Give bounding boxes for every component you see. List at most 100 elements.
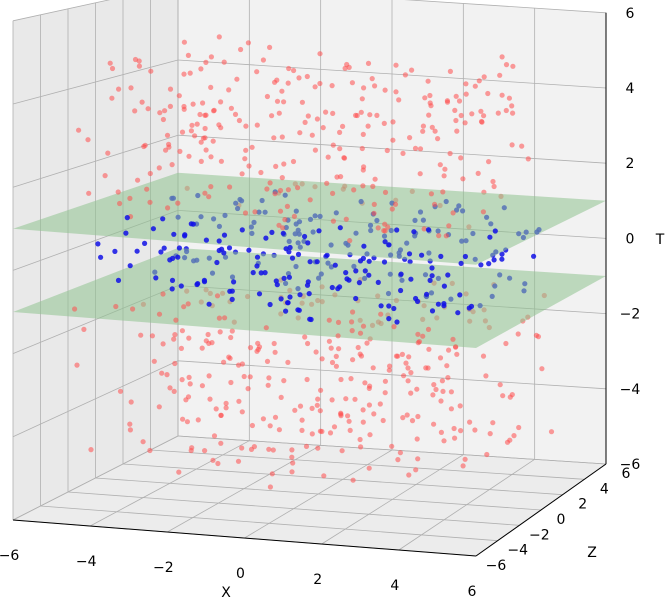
scatter-point: [116, 86, 122, 92]
scatter-point: [406, 354, 412, 360]
scatter-point: [295, 307, 301, 313]
scatter-point: [399, 351, 405, 357]
scatter-point: [169, 286, 175, 292]
scatter-point: [223, 400, 229, 406]
scatter-point: [478, 262, 484, 268]
scatter-point: [319, 428, 325, 435]
scatter-point: [176, 93, 182, 99]
scatter-point: [158, 249, 164, 255]
scatter-point: [462, 253, 468, 260]
scatter-point: [370, 365, 376, 371]
scatter-point: [386, 316, 392, 322]
scatter-point: [252, 209, 258, 215]
scatter-point: [295, 185, 301, 191]
scatter-point: [282, 217, 288, 223]
scatter-point: [382, 189, 389, 195]
scatter-point: [235, 458, 242, 464]
scatter-point: [407, 259, 413, 265]
scatter-point: [218, 440, 224, 446]
scatter-point: [95, 241, 101, 247]
scatter-point: [427, 277, 433, 283]
scatter-point: [151, 358, 157, 364]
scatter-point: [299, 427, 305, 433]
scatter-point: [386, 367, 392, 373]
scatter-point: [167, 385, 173, 391]
scatter-point: [361, 243, 367, 249]
scatter-point: [382, 390, 388, 396]
scatter-point: [316, 228, 322, 234]
scatter-point: [277, 208, 284, 214]
x-tick-label: −2: [153, 560, 174, 576]
scatter-point: [405, 365, 411, 371]
scatter-point: [195, 281, 201, 287]
scatter-point: [312, 147, 318, 153]
scatter-point: [417, 171, 423, 177]
scatter-point: [178, 283, 184, 289]
y-tick-label: −6: [486, 558, 507, 574]
scatter-point: [226, 87, 232, 93]
scatter-point: [166, 141, 172, 147]
scatter-point: [360, 419, 366, 425]
axis-lines: [12, 12, 607, 557]
scatter-point: [486, 159, 492, 165]
scatter-point: [208, 84, 214, 90]
scatter-point: [497, 72, 503, 78]
scatter-point: [366, 258, 372, 264]
scatter-point: [452, 107, 458, 113]
scatter-point: [400, 415, 406, 421]
scatter-point: [279, 134, 285, 140]
scatter-point: [453, 117, 459, 124]
z-tick-label: 2: [626, 156, 635, 172]
scatter-point: [472, 427, 478, 433]
x-tick-label: −6: [0, 548, 19, 564]
scatter-point: [442, 166, 448, 172]
scatter-point: [460, 463, 466, 469]
scatter-point: [381, 228, 387, 234]
y-tick-label: −4: [507, 543, 528, 559]
scatter-point: [286, 65, 292, 72]
scatter-point: [365, 123, 371, 129]
scatter-point: [492, 228, 498, 234]
scatter-point: [421, 226, 427, 232]
scatter-point: [249, 422, 255, 429]
grid-back-t: [177, 59, 607, 89]
scatter-point: [243, 123, 249, 129]
scatter-point: [113, 303, 119, 310]
scatter-point: [495, 110, 501, 116]
y-tick-label: 2: [578, 497, 587, 513]
scatter-point: [337, 284, 343, 290]
scatter-point: [284, 203, 290, 209]
scatter-point: [274, 282, 280, 288]
scatter-point: [353, 295, 359, 302]
scatter-point: [309, 431, 315, 437]
scatter-point: [445, 375, 451, 381]
scatter-point: [402, 72, 408, 78]
scatter-point: [433, 386, 439, 393]
scatter-point: [323, 109, 329, 115]
scatter-point: [258, 169, 264, 176]
scatter-point: [531, 253, 537, 259]
scatter-point: [264, 358, 271, 364]
scatter-point: [428, 191, 434, 197]
scatter-point: [266, 375, 272, 381]
threshold-plane: [13, 172, 606, 265]
scatter-point: [325, 154, 331, 160]
scatter-point: [229, 288, 235, 294]
scatter-point: [337, 225, 343, 231]
scatter-point: [393, 89, 399, 95]
scatter-point: [394, 227, 400, 233]
scatter-point: [511, 433, 517, 439]
scatter-point: [445, 272, 451, 278]
y-axis-label: Z: [587, 545, 597, 561]
scatter-point: [249, 144, 255, 150]
x-tick-label: −4: [76, 554, 97, 570]
scatter-point: [218, 125, 224, 131]
scatter-point: [295, 251, 302, 257]
scatter-point: [425, 227, 432, 233]
scatter-point: [217, 329, 223, 335]
scatter-point: [432, 201, 438, 207]
scatter-point: [223, 405, 229, 411]
scatter-point: [424, 291, 430, 297]
scatter-point: [266, 446, 272, 452]
